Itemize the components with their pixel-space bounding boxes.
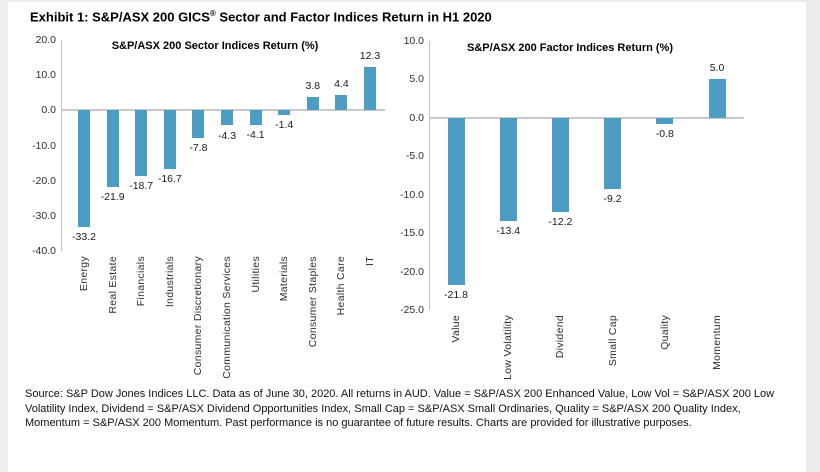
page-title-text: Exhibit 1: S&P/ASX 200 GICS bbox=[30, 9, 210, 25]
sector-chart-bar bbox=[364, 67, 376, 111]
sector-chart-category-label: Consumer Discretionary bbox=[192, 256, 205, 376]
sector-chart-y-axis-tick-label: -40.0 bbox=[32, 245, 56, 257]
page-title-text-suffix: Sector and Factor Indices Return in H1 2… bbox=[215, 9, 492, 25]
sector-chart-bar bbox=[335, 94, 348, 111]
factor-chart-data-label: 5.0 bbox=[709, 62, 725, 75]
page-edge-top bbox=[0, 0, 806, 2]
sector-chart-bar bbox=[306, 97, 319, 111]
factor-chart-data-label: -12.2 bbox=[548, 215, 573, 228]
sector-chart-category-label: Utilities bbox=[249, 256, 262, 293]
sector-chart-title: S&P/ASX 200 Sector Indices Return (%) bbox=[111, 40, 319, 52]
sector-chart-data-label: 12.3 bbox=[359, 50, 381, 63]
sector-chart-category-label: Health Care bbox=[335, 256, 348, 316]
sector-chart-y-axis-tick-label: 20.0 bbox=[35, 34, 56, 46]
factor-chart-zero-line bbox=[430, 116, 744, 119]
sector-chart-category-label: Materials bbox=[278, 256, 291, 302]
sector-chart-data-label: -7.8 bbox=[189, 141, 208, 154]
sector-chart-y-axis-tick-label: 10.0 bbox=[35, 69, 56, 82]
sector-chart-data-label: -18.7 bbox=[129, 180, 154, 193]
factor-chart-bar bbox=[656, 117, 674, 124]
sector-chart-y-axis-tick-label: -30.0 bbox=[32, 209, 56, 222]
sector-chart-data-label: -4.3 bbox=[217, 129, 237, 142]
sector-chart-data-label: 3.8 bbox=[305, 80, 321, 92]
factor-chart-data-label: -0.8 bbox=[655, 128, 674, 140]
factor-chart-y-axis-tick-label: -10.0 bbox=[400, 188, 424, 201]
registered-mark: ® bbox=[209, 9, 216, 18]
factor-chart-bar bbox=[447, 117, 465, 286]
sector-chart-y-axis-tick-label: -20.0 bbox=[32, 174, 56, 187]
sector-chart-category-label: Consumer Staples bbox=[306, 256, 319, 348]
sector-chart-y-axis-line bbox=[61, 40, 62, 251]
sector-chart-data-label: -33.2 bbox=[72, 231, 96, 244]
sector-chart-data-label: -1.4 bbox=[275, 119, 294, 132]
sector-chart-bar bbox=[278, 110, 291, 116]
factor-chart-y-axis-line bbox=[429, 41, 430, 310]
page-title: Exhibit 1: S&P/ASX 200 GICS® Sector and … bbox=[30, 9, 492, 24]
sector-chart-bar bbox=[78, 110, 90, 228]
factor-chart-title: S&P/ASX 200 Factor Indices Return (%) bbox=[467, 42, 673, 54]
sector-chart-y-axis-tick-label: -10.0 bbox=[32, 139, 56, 152]
sector-chart-bar bbox=[249, 110, 262, 125]
factor-chart-y-axis-tick-label: -15.0 bbox=[400, 227, 424, 240]
sector-chart-data-label: 4.4 bbox=[334, 77, 349, 90]
page-edge-left bbox=[0, 0, 8, 472]
factor-chart-y-axis-tick-label: 5.0 bbox=[409, 73, 424, 86]
sector-chart-category-label: Communication Services bbox=[221, 256, 233, 379]
sector-chart-data-label: -16.7 bbox=[157, 173, 182, 186]
factor-chart-y-axis-tick-label: -25.0 bbox=[400, 304, 424, 316]
source-footnote: Source: S&P Dow Jones Indices LLC. Data … bbox=[25, 388, 775, 430]
sector-chart-data-label: -21.9 bbox=[100, 191, 125, 204]
factor-chart-bar bbox=[708, 79, 726, 118]
factor-chart-y-axis-tick-label: 10.0 bbox=[403, 35, 424, 47]
sector-chart-category-label: Industrials bbox=[163, 256, 176, 308]
sector-chart-category-label: Financials bbox=[135, 256, 148, 307]
sector-chart-data-label: -4.1 bbox=[246, 128, 265, 141]
sector-chart-category-label: Real Estate bbox=[106, 256, 119, 314]
factor-chart-bar bbox=[604, 117, 622, 189]
sector-chart-category-label: IT bbox=[364, 256, 376, 266]
factor-chart-y-axis-tick-label: -5.0 bbox=[405, 150, 424, 163]
sector-chart-category-label: Energy bbox=[78, 256, 90, 292]
sector-chart-bar bbox=[163, 110, 176, 169]
factor-chart-y-axis-tick-label: -20.0 bbox=[400, 265, 424, 278]
factor-chart-bar bbox=[551, 117, 569, 212]
sector-chart-bar bbox=[221, 110, 233, 126]
factor-chart-data-label: -9.2 bbox=[603, 192, 622, 205]
factor-chart-data-label: -21.8 bbox=[444, 289, 468, 302]
sector-chart-bar bbox=[135, 110, 148, 177]
factor-chart-y-axis-tick-label: 0.0 bbox=[409, 111, 424, 124]
factor-chart-bar bbox=[499, 117, 517, 221]
sector-chart-bar bbox=[192, 110, 205, 138]
sector-chart-y-axis-tick-label: 0.0 bbox=[41, 104, 56, 117]
sector-chart-bar bbox=[106, 110, 119, 188]
factor-chart-data-label: -13.4 bbox=[496, 224, 521, 237]
page-edge-right bbox=[806, 0, 820, 472]
